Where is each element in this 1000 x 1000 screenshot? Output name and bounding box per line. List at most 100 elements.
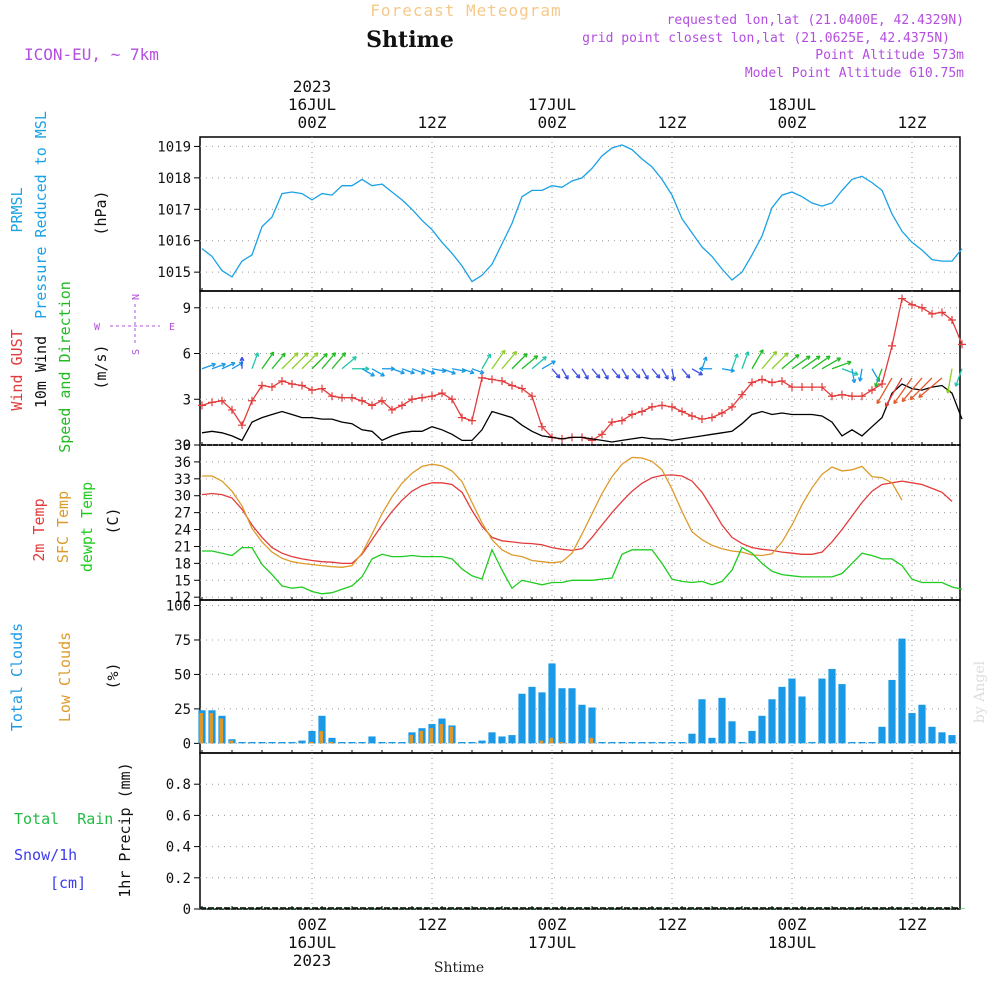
- dewpoint-line: [202, 546, 963, 595]
- y-tick-label: 0: [183, 736, 191, 752]
- wind-compass: N S W E: [94, 294, 175, 355]
- wind-arrow: [271, 352, 286, 370]
- gust-marker: [238, 421, 246, 430]
- total-cloud-bar: [818, 678, 826, 744]
- gust-marker: [318, 384, 326, 393]
- gust-marker: [868, 386, 876, 395]
- cloud-titles: Total Clouds Low Clouds (%): [8, 623, 122, 731]
- time-label: 18JUL: [768, 95, 816, 114]
- wind-arrow: [893, 377, 913, 404]
- low-cloud-bar: [449, 726, 453, 744]
- wind-arrow-head: [221, 362, 226, 368]
- time-label: 12Z: [658, 915, 687, 934]
- wind-arrow: [511, 353, 528, 370]
- total-cloud-bar: [358, 741, 366, 744]
- wind-arrow: [251, 352, 259, 369]
- y-tick-label: 1016: [157, 234, 191, 250]
- total-cloud-bar: [258, 741, 266, 744]
- gust-marker: [508, 381, 516, 390]
- wind-arrow: [955, 368, 963, 387]
- wind-arrow-head: [486, 353, 492, 359]
- wind-arrow: [781, 354, 800, 370]
- wind-arrow-head: [595, 373, 601, 379]
- wind-arrow-head: [254, 352, 260, 357]
- wind-arrow: [321, 352, 336, 370]
- total-cloud-bar: [858, 741, 866, 744]
- total-cloud-bar: [728, 721, 736, 744]
- sfc-temp-line: [202, 456, 903, 568]
- y-tick-label: 30: [174, 489, 191, 505]
- gust-marker: [418, 393, 426, 402]
- wind-arrow-head: [211, 362, 216, 368]
- wind-arrow: [371, 368, 385, 377]
- clouds-panel: 0 25 50 75 100: [166, 599, 961, 754]
- time-label: 2023: [293, 77, 332, 96]
- total-cloud-bar: [668, 741, 676, 744]
- gust-marker: [898, 294, 906, 303]
- wind-arrow-head: [323, 353, 328, 358]
- y-tick-label: 25: [174, 702, 191, 718]
- time-label: 00Z: [298, 113, 327, 132]
- rain-bar: [959, 908, 965, 909]
- gust-marker: [258, 381, 266, 390]
- wind-arrow-head: [281, 352, 286, 358]
- low-cloud-bar: [549, 737, 553, 744]
- gust-marker: [298, 381, 306, 390]
- wind-arrow: [341, 356, 357, 370]
- wind-arrow-head: [551, 360, 556, 365]
- wind-arrow: [451, 368, 466, 372]
- wind-arrow: [741, 351, 749, 369]
- wind-arrow-head: [451, 370, 456, 375]
- total-cloud-bar: [538, 692, 546, 744]
- wind-title-direction: Speed and Direction: [56, 281, 74, 453]
- gust-marker: [588, 436, 596, 445]
- total-cloud-bar: [878, 726, 886, 744]
- low-cloud-bar: [329, 741, 333, 744]
- wind-units: (m/s): [92, 344, 110, 389]
- time-label: 18JUL: [768, 933, 816, 952]
- total-cloud-bar: [868, 741, 876, 744]
- total-cloud-bar: [308, 730, 316, 744]
- gust-marker: [688, 412, 696, 421]
- y-tick-label: 3: [183, 392, 191, 408]
- wind-arrow: [551, 368, 561, 379]
- total-cloud-bar: [248, 741, 256, 744]
- temp-units: (C): [104, 507, 122, 534]
- gust-marker: [698, 415, 706, 424]
- time-label: 00Z: [538, 113, 567, 132]
- precip-axis-title: 1hr Precip (mm): [116, 762, 134, 897]
- total-cloud-bar: [628, 741, 636, 744]
- wind-arrow: [771, 352, 789, 370]
- total-cloud-bar: [568, 688, 576, 744]
- wind-arrow: [201, 363, 216, 370]
- gust-marker: [888, 341, 896, 350]
- wind-arrow: [681, 368, 691, 379]
- wind-arrow: [641, 368, 649, 380]
- wind-arrow-head: [239, 356, 245, 362]
- y-tick-label: 0.6: [166, 808, 191, 824]
- pressure-line: [201, 144, 963, 283]
- total-cloud-bar: [368, 736, 376, 744]
- wind-arrow-head: [512, 350, 518, 356]
- precip-legend-rain: Total Rain: [14, 810, 113, 828]
- wind-arrow-head: [533, 355, 539, 360]
- gust-marker: [358, 396, 366, 405]
- wind-arrow-head: [303, 352, 309, 357]
- wind-arrow: [581, 368, 589, 380]
- wind-arrow-head: [664, 375, 669, 380]
- wind-arrow-head: [542, 356, 547, 361]
- total-cloud-bar: [578, 704, 586, 744]
- wind-arrow-head: [847, 360, 852, 366]
- y-tick-label: 15: [174, 573, 191, 589]
- gust-marker: [858, 392, 866, 401]
- panel-frame: [199, 290, 961, 446]
- time-label: 00Z: [298, 915, 327, 934]
- wind-arrow-head: [655, 373, 661, 379]
- time-label: 00Z: [778, 915, 807, 934]
- wind-arrow-head: [575, 373, 581, 379]
- wind-arrow: [801, 355, 821, 370]
- gust-marker: [628, 410, 636, 419]
- wind-arrow: [841, 368, 859, 376]
- wind-arrow-head: [400, 369, 405, 375]
- gust-marker: [918, 303, 926, 312]
